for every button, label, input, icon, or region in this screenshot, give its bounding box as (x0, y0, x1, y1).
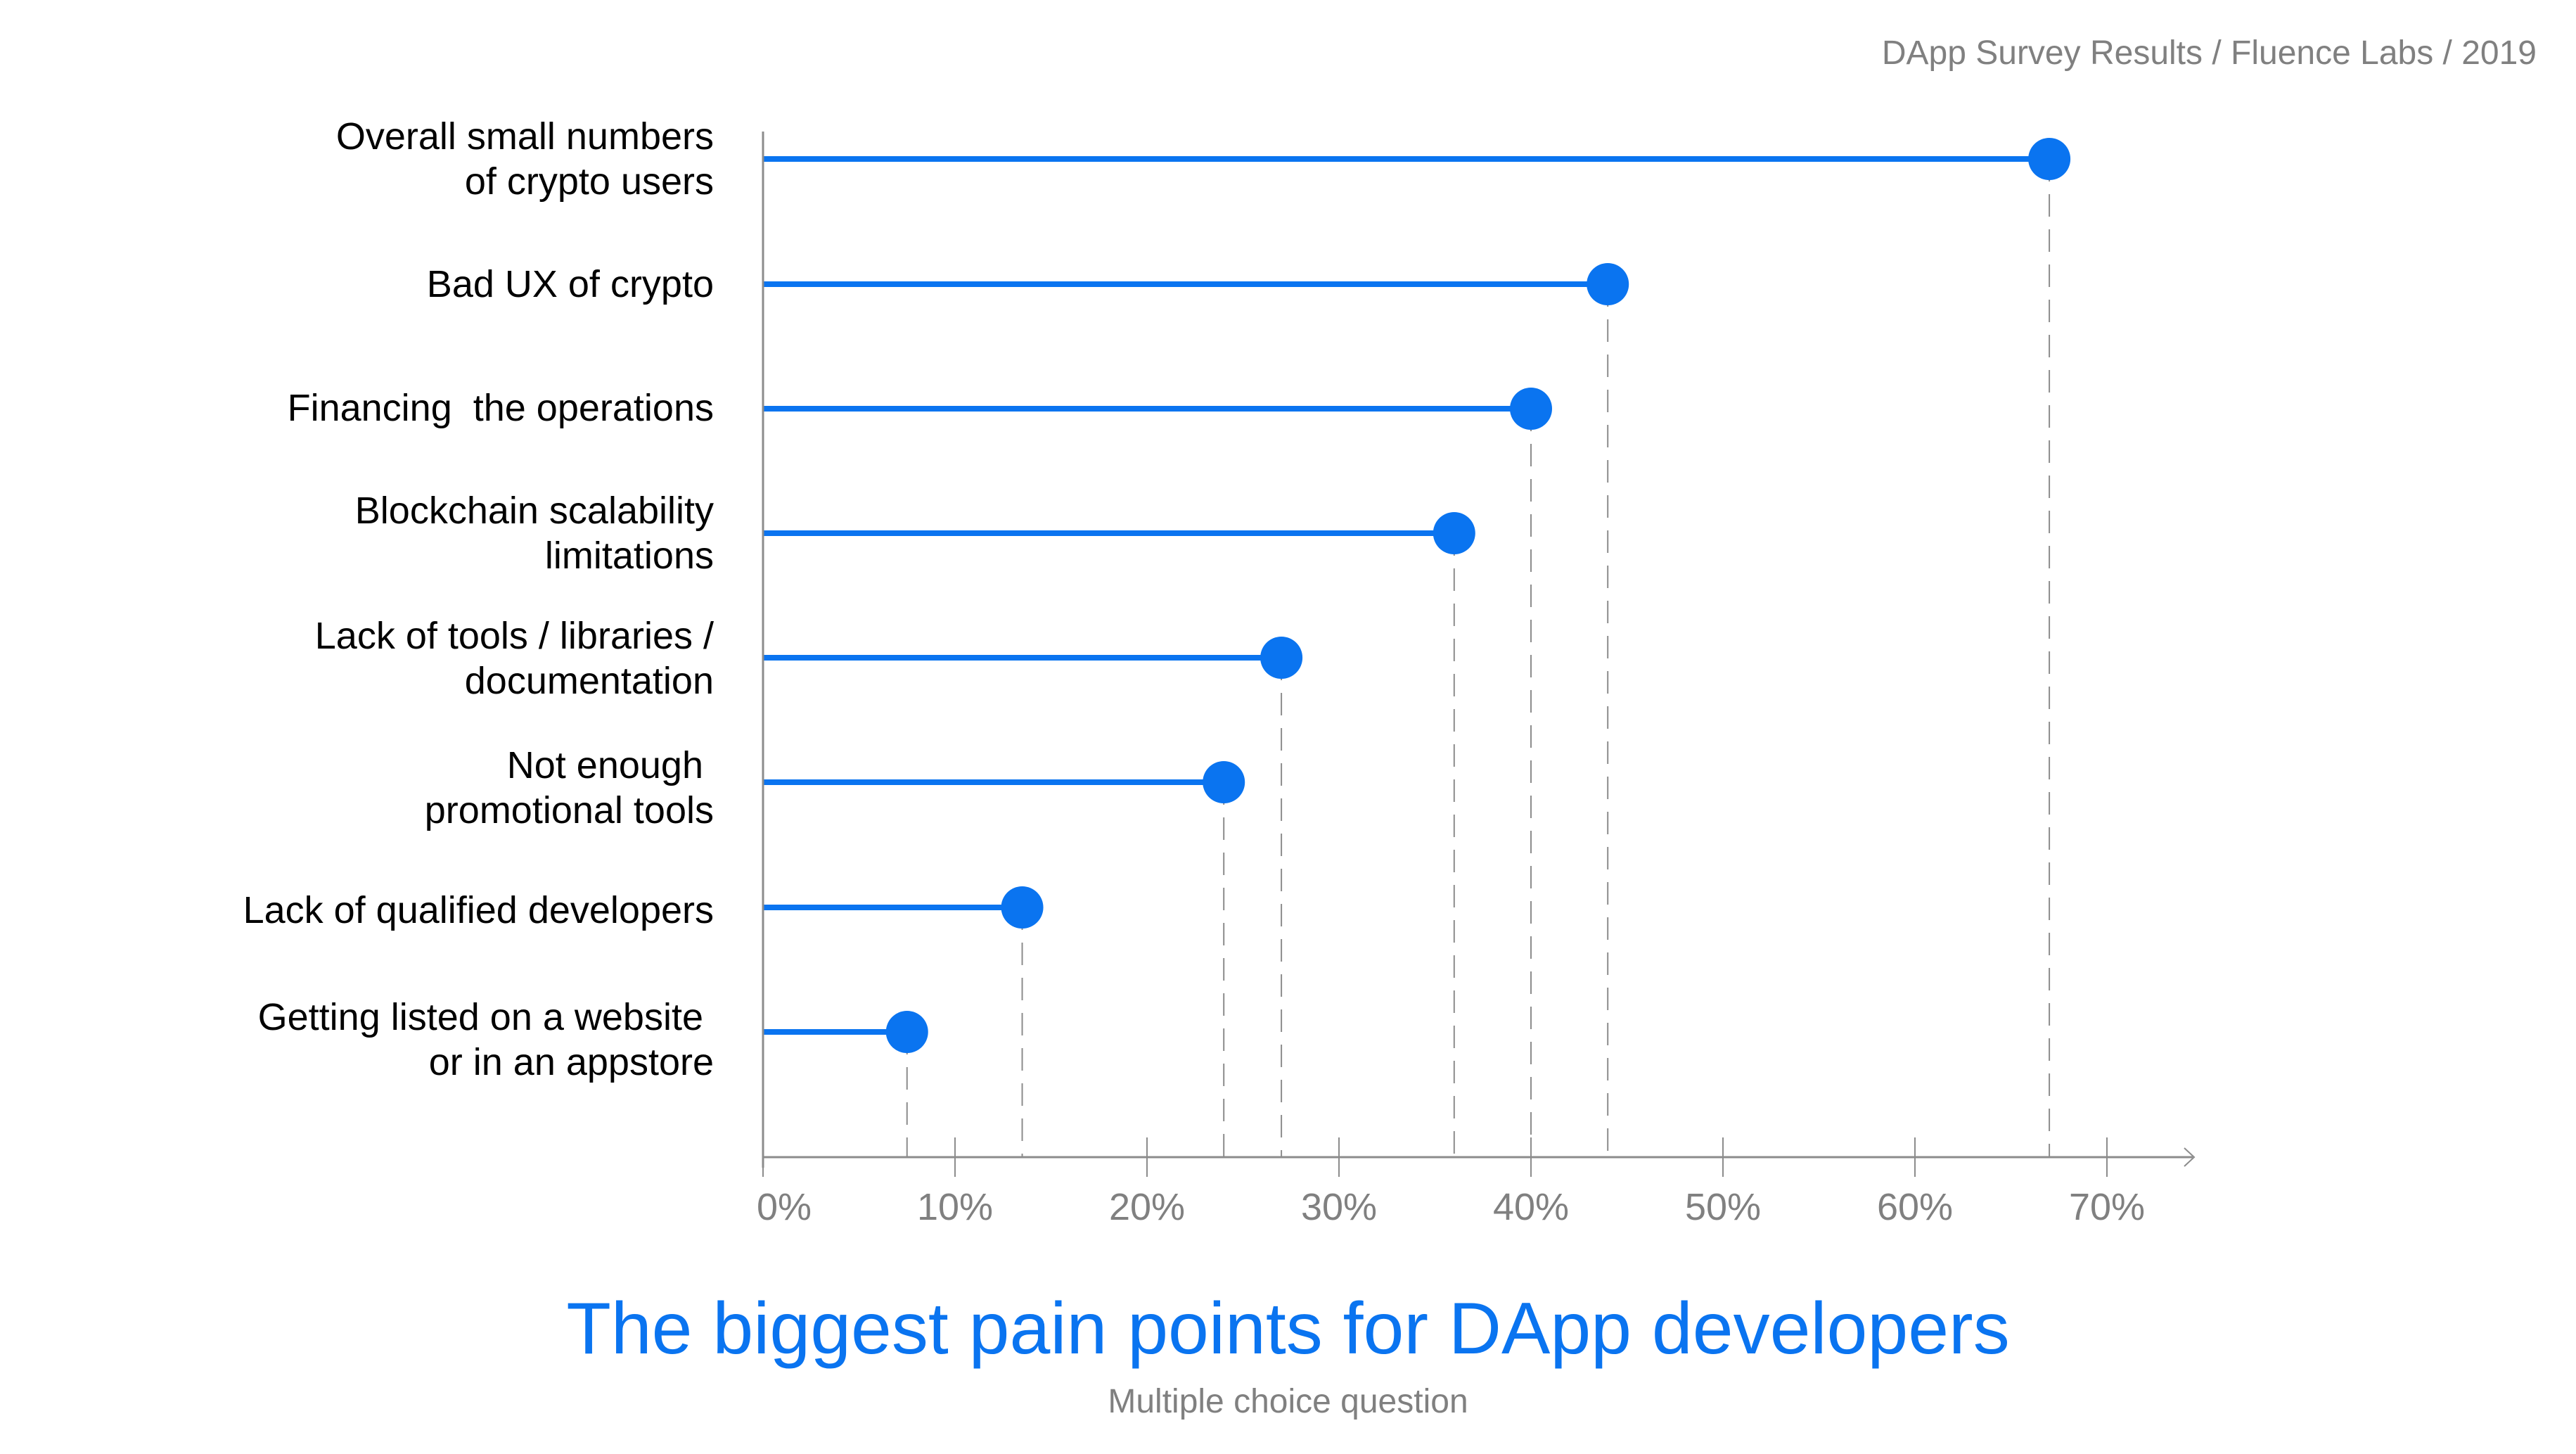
lollipop-dot (1587, 263, 1629, 305)
category-label: Not enough promotional tools (424, 744, 714, 831)
lollipop-dot (885, 1011, 928, 1053)
x-axis-tick-label: 40% (1492, 1186, 1570, 1228)
x-axis-tick-label: 60% (1876, 1186, 1954, 1228)
x-axis-tick-label: 30% (1300, 1186, 1378, 1228)
x-axis-tick-label: 0% (756, 1186, 812, 1228)
source-caption: DApp Survey Results / Fluence Labs / 201… (1881, 34, 2537, 72)
lollipop-dot (1203, 761, 1245, 803)
chart-title: The biggest pain points for DApp develop… (566, 1288, 2010, 1370)
lollipop-dot (1433, 512, 1475, 554)
category-label: Bad UX of crypto (426, 263, 714, 305)
lollipop-dot (1001, 886, 1044, 929)
lollipop-dots (885, 138, 2071, 1053)
x-axis-tick-label: 70% (2068, 1186, 2146, 1228)
x-axis-arrow-icon (2184, 1147, 2196, 1167)
x-axis-tick-label: 20% (1108, 1186, 1186, 1228)
x-axis-tick-label: 10% (916, 1186, 994, 1228)
category-label: Financing the operations (287, 387, 714, 429)
category-label: Lack of qualified developers (243, 889, 714, 931)
category-label: Overall small numbers of crypto users (335, 115, 714, 203)
category-label: Blockchain scalability limitations (354, 490, 714, 577)
lollipop-dot (1260, 637, 1303, 679)
value-guide-lines (906, 159, 2051, 1157)
x-axis-ticks (762, 1137, 2108, 1177)
axes (762, 132, 2196, 1177)
category-label: Lack of tools / libraries / documentatio… (314, 615, 714, 702)
lollipop-stems (763, 156, 2050, 1035)
x-axis-tick-label: 50% (1684, 1186, 1762, 1228)
lollipop-dot (1510, 388, 1552, 430)
category-label: Getting listed on a website or in an app… (257, 996, 714, 1083)
chart-subtitle: Multiple choice question (1108, 1383, 1468, 1420)
lollipop-dot (2028, 138, 2071, 180)
